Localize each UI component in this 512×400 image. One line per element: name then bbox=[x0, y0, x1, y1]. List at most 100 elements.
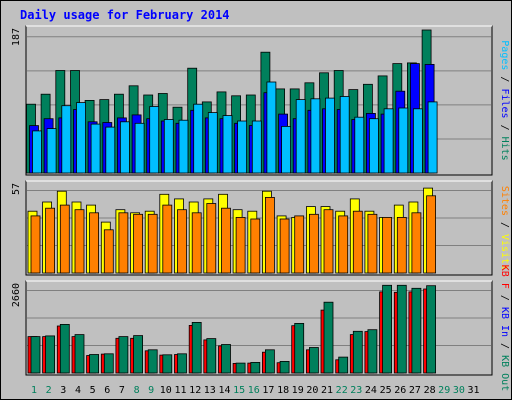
x-tick-day-10: 10 bbox=[160, 385, 172, 396]
x-tick-day-31: 31 bbox=[467, 385, 479, 396]
x-tick-day-23: 23 bbox=[350, 385, 362, 396]
x-tick-day-25: 25 bbox=[380, 385, 392, 396]
x-tick-day-8: 8 bbox=[134, 385, 140, 396]
x-tick-day-28: 28 bbox=[424, 385, 436, 396]
chart-title: Daily usage for February 2014 bbox=[20, 8, 230, 22]
axis-label-part-kbytes-2: KB In bbox=[499, 307, 510, 337]
x-tick-day-4: 4 bbox=[75, 385, 81, 396]
bar-kbytes-kb-out-day-22 bbox=[338, 356, 349, 374]
y-max-label-hits: 187 bbox=[11, 28, 22, 46]
bar-kbytes-kb-out-day-7 bbox=[118, 336, 129, 374]
bar-hits-pages-day-23 bbox=[354, 116, 365, 174]
axis-label-part-hits-4: Hits bbox=[499, 137, 510, 161]
bar-kbytes-kb-out-day-26 bbox=[396, 284, 407, 374]
bar-kbytes-kb-out-day-16 bbox=[250, 361, 261, 374]
bar-visits-sites-day-5 bbox=[89, 212, 99, 274]
bar-hits-pages-day-11 bbox=[178, 119, 189, 174]
bar-visits-sites-day-1 bbox=[30, 215, 41, 274]
axis-label-part-kbytes-3: / bbox=[499, 337, 510, 355]
bar-visits-sites-day-24 bbox=[367, 213, 378, 274]
bar-kbytes-kb-out-day-1 bbox=[30, 336, 41, 374]
bar-visits-sites-day-20 bbox=[308, 213, 319, 274]
bar-visits-sites-day-15 bbox=[235, 216, 246, 274]
bar-visits-sites-day-9 bbox=[147, 213, 158, 274]
bar-hits-pages-day-17 bbox=[266, 81, 277, 174]
x-tick-day-21: 21 bbox=[321, 385, 333, 396]
bar-hits-pages-day-18 bbox=[281, 126, 292, 174]
axis-label-part-hits-0: Pages bbox=[499, 40, 510, 70]
axis-label-part-hits-1: / bbox=[499, 70, 510, 88]
bar-visits-sites-day-6 bbox=[103, 229, 114, 274]
bar-kbytes-kb-out-day-25 bbox=[382, 284, 393, 374]
bar-kbytes-kb-out-day-21 bbox=[323, 301, 334, 374]
bar-visits-sites-day-22 bbox=[338, 215, 349, 274]
bar-hits-pages-day-25 bbox=[383, 108, 394, 174]
bar-visits-sites-day-19 bbox=[294, 215, 305, 274]
bar-kbytes-kb-out-day-13 bbox=[206, 338, 217, 374]
bar-kbytes-kb-out-day-27 bbox=[411, 287, 422, 374]
bar-hits-pages-day-24 bbox=[368, 118, 379, 174]
x-tick-day-16: 16 bbox=[248, 385, 260, 396]
bar-hits-pages-day-26 bbox=[398, 107, 409, 174]
y-max-label-kbytes: 2660 bbox=[11, 283, 22, 307]
x-tick-day-26: 26 bbox=[394, 385, 406, 396]
axis-label-kbytes: KB F / KB In / KB Out bbox=[499, 265, 510, 391]
bar-hits-pages-day-9 bbox=[149, 106, 160, 174]
bar-kbytes-kb-out-day-17 bbox=[264, 349, 275, 374]
axis-label-part-kbytes-4: KB Out bbox=[499, 355, 510, 391]
bar-kbytes-kb-out-day-24 bbox=[367, 329, 378, 374]
bar-visits-sites-day-26 bbox=[396, 216, 407, 274]
bar-hits-pages-day-7 bbox=[120, 121, 130, 174]
panel-visits: 57 Sites / Visits bbox=[11, 180, 510, 276]
x-tick-day-29: 29 bbox=[438, 385, 450, 396]
bar-visits-sites-day-27 bbox=[411, 212, 422, 274]
axis-label-hits: Pages / Files / Hits bbox=[499, 40, 510, 160]
bar-visits-sites-day-25 bbox=[382, 216, 393, 274]
bar-kbytes-kb-out-day-20 bbox=[308, 347, 319, 374]
panel-kbytes: 2660 KB F / KB In / KB Out bbox=[11, 265, 510, 391]
axis-label-part-hits-2: Files bbox=[499, 88, 510, 118]
axis-label-part-visits-0: Sites bbox=[499, 186, 510, 216]
bar-visits-sites-day-3 bbox=[59, 204, 70, 274]
bar-visits-sites-day-14 bbox=[221, 207, 231, 274]
bar-visits-sites-day-23 bbox=[352, 210, 363, 274]
bar-visits-sites-day-10 bbox=[162, 204, 173, 274]
x-tick-day-5: 5 bbox=[90, 385, 96, 396]
bar-visits-sites-day-13 bbox=[206, 203, 217, 274]
bar-hits-pages-day-1 bbox=[32, 130, 42, 174]
bar-visits-sites-day-12 bbox=[191, 212, 202, 274]
bar-hits-pages-day-3 bbox=[61, 105, 72, 174]
bar-kbytes-kb-out-day-6 bbox=[103, 353, 114, 374]
x-tick-day-27: 27 bbox=[409, 385, 421, 396]
bar-hits-pages-day-20 bbox=[310, 98, 321, 174]
bar-hits-pages-day-10 bbox=[163, 119, 174, 174]
x-tick-day-6: 6 bbox=[104, 385, 110, 396]
bar-kbytes-kb-out-day-18 bbox=[279, 360, 290, 374]
y-max-label-visits: 57 bbox=[11, 183, 22, 195]
bar-kbytes-kb-out-day-15 bbox=[235, 362, 246, 374]
x-tick-day-1: 1 bbox=[31, 385, 37, 396]
x-tick-day-12: 12 bbox=[189, 385, 201, 396]
x-tick-day-17: 17 bbox=[262, 385, 274, 396]
bar-hits-pages-day-27 bbox=[412, 108, 423, 174]
bar-hits-pages-day-16 bbox=[251, 120, 262, 174]
x-tick-day-11: 11 bbox=[174, 385, 186, 396]
axis-label-part-visits-2: Visits bbox=[499, 234, 510, 270]
bar-hits-pages-day-21 bbox=[325, 97, 335, 174]
axis-label-part-hits-3: / bbox=[499, 119, 510, 137]
bar-kbytes-kb-out-day-23 bbox=[352, 330, 363, 374]
bar-hits-pages-day-14 bbox=[222, 115, 233, 174]
x-tick-day-3: 3 bbox=[60, 385, 66, 396]
bar-hits-pages-day-5 bbox=[90, 123, 101, 174]
x-tick-day-20: 20 bbox=[306, 385, 318, 396]
axis-label-part-kbytes-1: / bbox=[499, 289, 510, 307]
bar-visits-sites-day-28 bbox=[426, 195, 437, 274]
bar-hits-pages-day-22 bbox=[339, 96, 350, 174]
bar-hits-pages-day-28 bbox=[427, 101, 438, 174]
x-tick-day-24: 24 bbox=[365, 385, 377, 396]
x-tick-day-14: 14 bbox=[218, 385, 230, 396]
bar-kbytes-kb-out-day-10 bbox=[162, 354, 173, 374]
